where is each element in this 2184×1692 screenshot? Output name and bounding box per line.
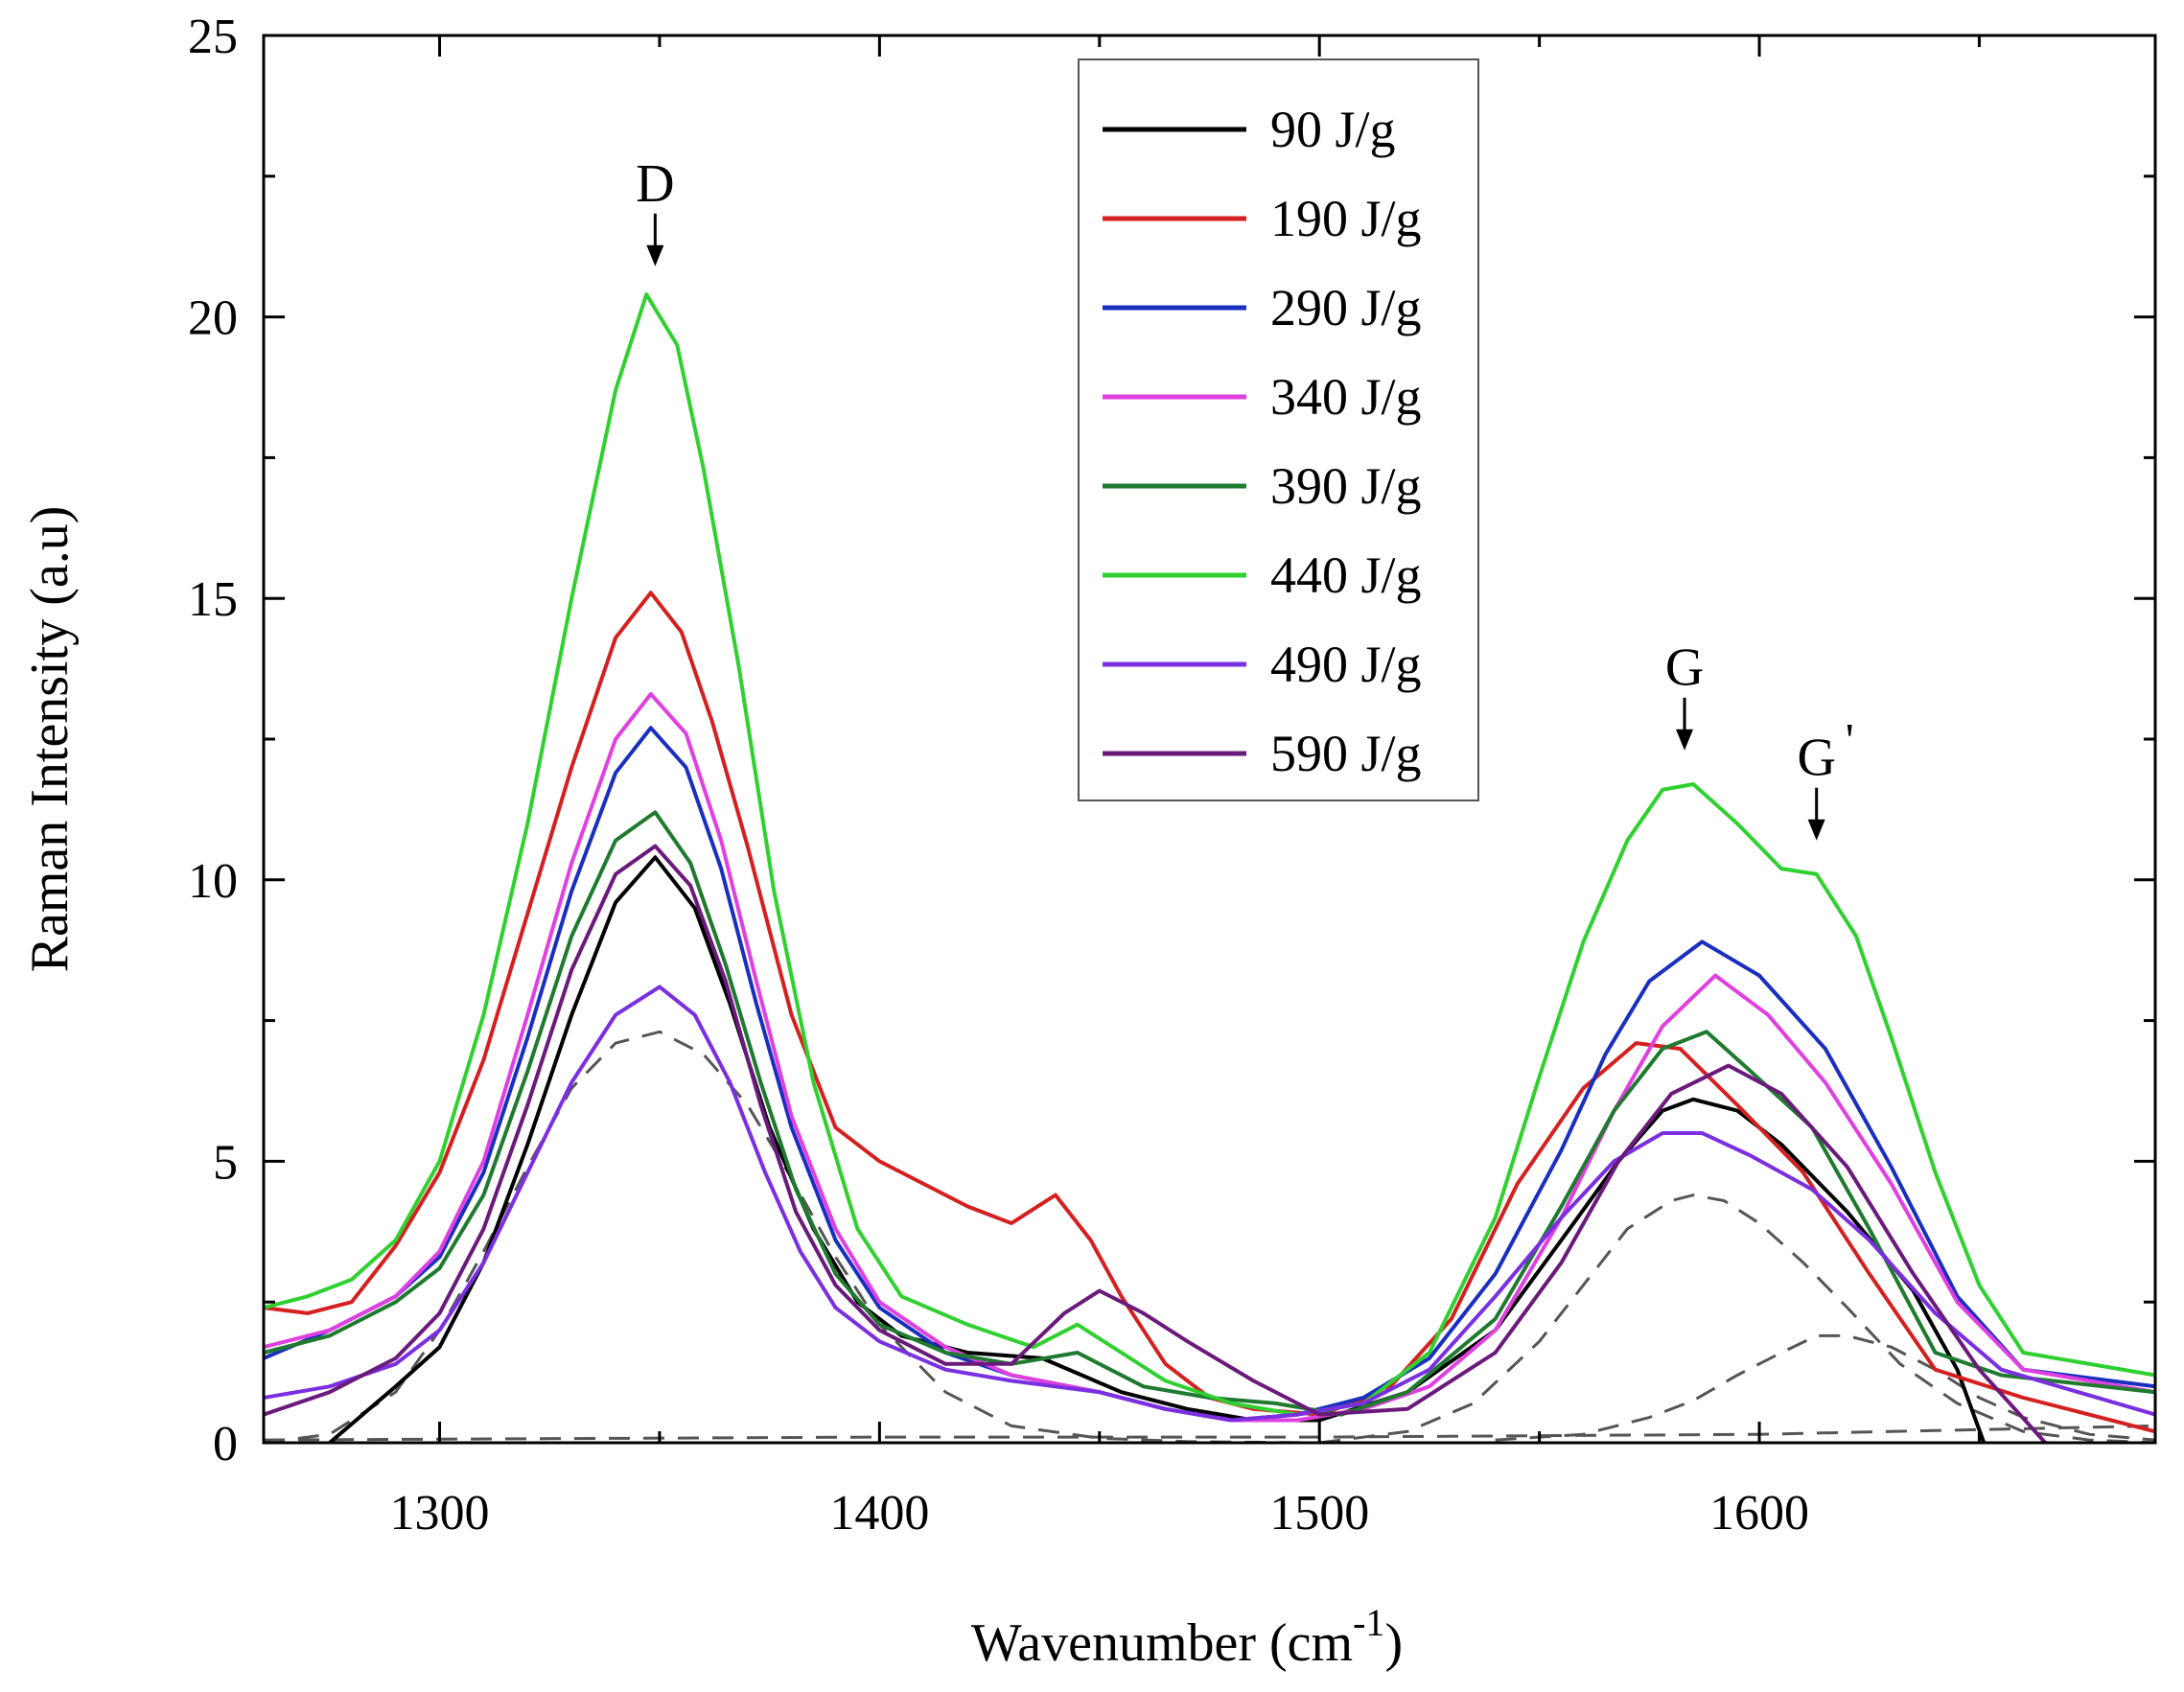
series-group bbox=[264, 292, 2155, 1443]
x-tick-label: 1600 bbox=[1709, 1486, 1809, 1541]
peak-label: G bbox=[1797, 729, 1835, 788]
x-axis-ticks: 1300 1400 1500 1600 bbox=[390, 35, 1981, 1541]
peak-annotation-2: G bbox=[1665, 638, 1704, 751]
peak-label: D bbox=[636, 154, 674, 214]
fit-baseline-curve bbox=[264, 1424, 2155, 1442]
legend-label: 190 J/g bbox=[1270, 190, 1422, 247]
y-tick-label: 20 bbox=[188, 291, 238, 346]
series-line-290-J-g bbox=[264, 726, 2155, 1423]
legend: 90 J/g 190 J/g 290 J/g 340 J/g 390 J/g 440 J/… bbox=[1078, 58, 1479, 801]
series-line-590-J-g bbox=[264, 844, 2058, 1443]
legend-label: 590 J/g bbox=[1270, 725, 1422, 782]
peak-annotations: DGG ' bbox=[636, 154, 1854, 841]
y-tick-label: 10 bbox=[188, 854, 238, 909]
series-line-190-J-g bbox=[264, 591, 2155, 1434]
y-axis-ticks: 0 5 10 15 20 25 bbox=[188, 10, 2155, 1472]
x-tick-label: 1400 bbox=[829, 1486, 929, 1541]
fit-D-curve bbox=[264, 1030, 1320, 1443]
peak-arrow-head bbox=[646, 244, 664, 267]
x-axis-label: Wavenumber (cm-1) bbox=[971, 1601, 1403, 1673]
peak-arrow-head bbox=[1676, 729, 1694, 751]
y-tick-label: 5 bbox=[213, 1135, 238, 1190]
series-line-490-J-g bbox=[264, 985, 2155, 1423]
series-line-390-J-g bbox=[264, 810, 2155, 1417]
legend-label: 440 J/g bbox=[1270, 546, 1422, 604]
y-tick-label: 25 bbox=[188, 10, 238, 64]
x-tick-label: 1300 bbox=[390, 1486, 490, 1541]
peak-arrow-head bbox=[1807, 819, 1825, 841]
x-tick-label: 1500 bbox=[1269, 1486, 1369, 1541]
y-tick-label: 0 bbox=[213, 1417, 238, 1472]
peak-label-prime: ' bbox=[1846, 713, 1854, 767]
legend-label: 490 J/g bbox=[1270, 636, 1422, 693]
legend-label: 340 J/g bbox=[1270, 368, 1422, 426]
fit-curves bbox=[264, 1030, 2155, 1443]
y-axis-label: Raman Intensity (a.u) bbox=[20, 506, 80, 973]
legend-label: 290 J/g bbox=[1270, 279, 1422, 336]
legend-label: 390 J/g bbox=[1270, 457, 1422, 515]
peak-annotation-3: G ' bbox=[1797, 713, 1854, 841]
y-tick-label: 15 bbox=[188, 572, 238, 627]
fit-G-curve bbox=[1319, 1194, 2155, 1443]
peak-label: G bbox=[1665, 638, 1704, 698]
series-line-340-J-g bbox=[264, 692, 2155, 1423]
legend-label: 90 J/g bbox=[1270, 101, 1396, 158]
series-line-440-J-g bbox=[264, 292, 2155, 1417]
fit-Gprime-curve bbox=[1495, 1333, 2155, 1442]
peak-annotation-1: D bbox=[636, 154, 675, 267]
legend-box bbox=[1078, 58, 1479, 801]
